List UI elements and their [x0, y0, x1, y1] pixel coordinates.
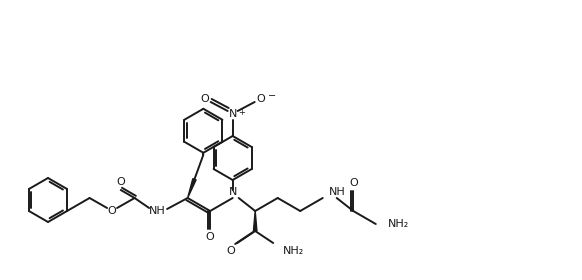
Text: NH: NH: [149, 206, 165, 216]
Text: O: O: [256, 94, 265, 104]
Text: O: O: [227, 246, 236, 256]
Polygon shape: [253, 211, 257, 231]
Text: NH₂: NH₂: [283, 246, 304, 256]
Text: O: O: [108, 206, 116, 216]
Text: O: O: [200, 94, 209, 104]
Polygon shape: [187, 179, 196, 198]
Text: O: O: [349, 178, 357, 188]
Text: O: O: [206, 232, 215, 242]
Text: NH₂: NH₂: [388, 219, 409, 229]
Text: −: −: [268, 91, 276, 101]
Text: N: N: [229, 109, 237, 119]
Text: +: +: [237, 108, 244, 117]
Text: O: O: [116, 177, 125, 187]
Text: N: N: [229, 187, 237, 197]
Text: NH: NH: [329, 187, 346, 197]
